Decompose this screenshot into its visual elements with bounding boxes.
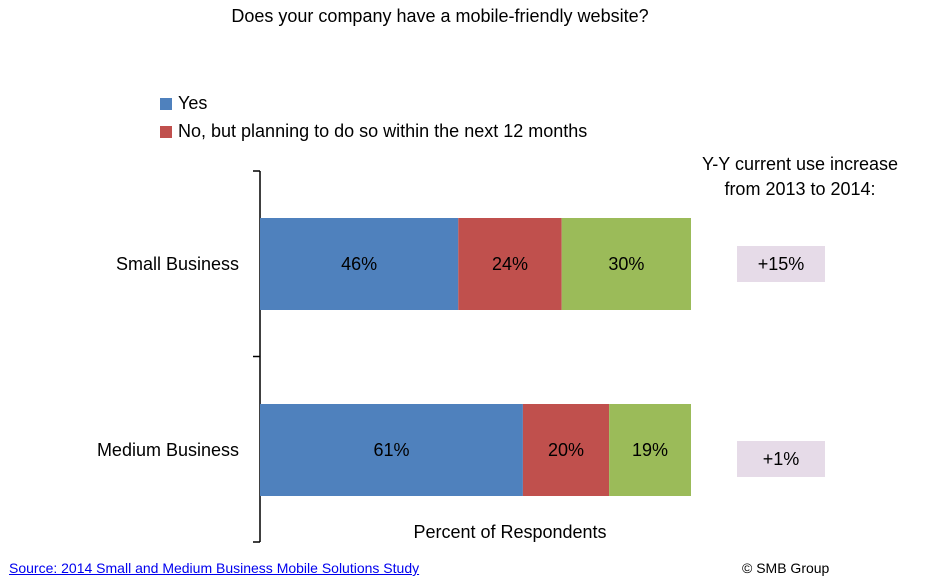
data-label-small-business-series-2: 30% bbox=[608, 254, 644, 274]
yoy-heading-line2: from 2013 to 2014: bbox=[724, 179, 876, 199]
bar-medium-business-series-1 bbox=[522, 404, 610, 496]
bar-small-business-series-2 bbox=[561, 218, 691, 310]
bar-medium-business-series-0 bbox=[260, 404, 523, 496]
increase-badge-small: +15% bbox=[737, 246, 825, 282]
legend-item-planning: No, but planning to do so within the nex… bbox=[160, 121, 587, 142]
legend-label-yes: Yes bbox=[178, 93, 208, 113]
chart-title: Does your company have a mobile-friendly… bbox=[231, 6, 649, 26]
bar-medium-business-series-2 bbox=[609, 404, 691, 496]
category-label-small-business: Small Business bbox=[116, 254, 239, 274]
copyright-text: © SMB Group bbox=[742, 560, 830, 576]
yoy-heading: Y-Y current use increase from 2013 to 20… bbox=[670, 152, 930, 202]
legend-label-planning: No, but planning to do so within the nex… bbox=[178, 121, 588, 141]
bar-small-business-series-1 bbox=[458, 218, 562, 310]
legend-item-yes: Yes bbox=[160, 93, 207, 114]
bar-small-business-series-0 bbox=[260, 218, 459, 310]
category-label-medium-business: Medium Business bbox=[97, 440, 239, 460]
yoy-heading-line1: Y-Y current use increase bbox=[701, 154, 899, 174]
legend-swatch-planning bbox=[160, 125, 172, 138]
data-label-medium-business-series-1: 20% bbox=[548, 440, 584, 460]
legend-swatch-yes bbox=[160, 97, 172, 110]
data-label-medium-business-series-0: 61% bbox=[373, 440, 409, 460]
x-axis-label: Percent of Respondents bbox=[413, 522, 606, 542]
data-label-medium-business-series-2: 19% bbox=[632, 440, 668, 460]
data-label-small-business-series-1: 24% bbox=[492, 254, 528, 274]
increase-badge-medium: +1% bbox=[737, 441, 825, 477]
data-label-small-business-series-0: 46% bbox=[341, 254, 377, 274]
source-link[interactable]: Source: 2014 Small and Medium Business M… bbox=[9, 560, 420, 576]
